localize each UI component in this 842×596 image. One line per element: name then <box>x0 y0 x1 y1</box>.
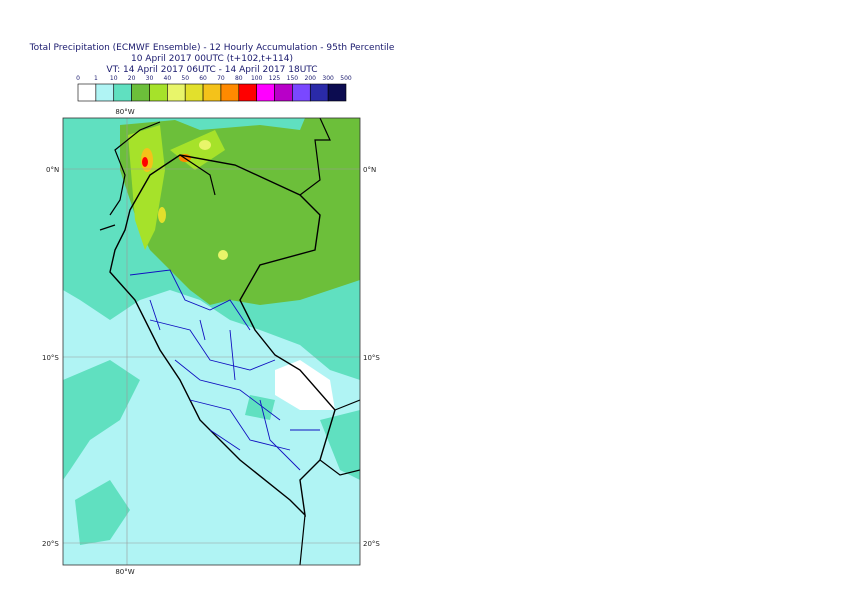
country-border <box>99 118 360 565</box>
legend-label: 40 <box>164 75 172 82</box>
legend-swatch <box>77 83 97 102</box>
lat-label: 10°S <box>363 354 380 362</box>
legend-swatch <box>292 83 311 102</box>
legend-swatch <box>95 83 115 102</box>
legend-label: 60 <box>199 75 207 82</box>
legend-swatch <box>327 83 347 102</box>
map-frame <box>62 117 361 566</box>
lon-label: 80°W <box>115 108 134 116</box>
lat-label: 0°N <box>363 166 376 174</box>
legend-label: 50 <box>181 75 189 82</box>
legend-swatch <box>113 83 132 102</box>
legend-label: 200 <box>305 75 317 82</box>
field-white <box>275 360 335 410</box>
legend-swatch <box>202 83 222 102</box>
graticule <box>63 118 360 565</box>
field-yellow <box>199 140 211 150</box>
legend-swatch <box>149 83 168 102</box>
lat-label: 0°N <box>46 166 59 174</box>
lon-label: 80°W <box>115 568 134 576</box>
title-line: Total Precipitation (ECMWF Ensemble) - 1… <box>29 43 395 53</box>
lat-label: 20°S <box>42 540 59 548</box>
legend-label: 100 <box>251 75 263 82</box>
legend-label: 1 <box>94 75 98 82</box>
field-yellow <box>158 207 166 223</box>
legend-label: 125 <box>269 75 281 82</box>
legend-label: 70 <box>217 75 225 82</box>
legend-label: 150 <box>287 75 299 82</box>
legend-label: 10 <box>110 75 118 82</box>
legend: 0 1 10 20 30 40 50 60 70 80 100 125 150 200 300 500 <box>76 75 352 102</box>
legend-swatch <box>238 83 257 102</box>
field-green <box>120 118 360 305</box>
region-border <box>129 269 320 471</box>
legend-label: 300 <box>322 75 334 82</box>
legend-swatch <box>220 83 240 102</box>
legend-swatch <box>256 83 275 102</box>
legend-label: 20 <box>128 75 136 82</box>
legend-swatch <box>167 83 186 102</box>
lat-label: 10°S <box>42 354 59 362</box>
map-field <box>63 118 360 565</box>
lat-label: 20°S <box>363 540 380 548</box>
legend-label: 80 <box>235 75 243 82</box>
legend-label: 500 <box>340 75 352 82</box>
legend-swatch <box>184 83 204 102</box>
peru-border <box>109 154 336 517</box>
legend-label: 0 <box>76 75 80 82</box>
legend-label: 30 <box>146 75 154 82</box>
field-yellow <box>218 250 228 260</box>
legend-swatch <box>274 83 293 102</box>
legend-swatch <box>309 83 329 102</box>
legend-swatch <box>131 83 150 102</box>
title-line: VT: 14 April 2017 06UTC - 14 April 2017 … <box>106 65 317 75</box>
title-line: 10 April 2017 00UTC (t+102,t+114) <box>131 54 293 64</box>
field-teal <box>63 360 360 545</box>
field-red <box>142 157 148 167</box>
